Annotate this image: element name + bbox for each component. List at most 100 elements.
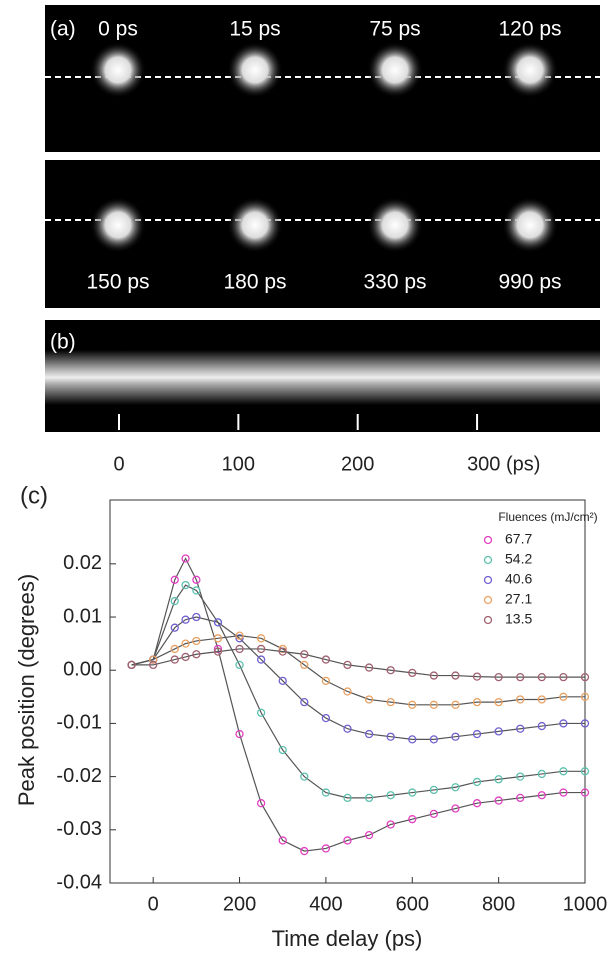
data-point [321,676,331,686]
data-point [516,793,525,803]
data-point [235,729,244,739]
data-point [472,729,482,739]
data-point [408,735,417,744]
data-point [559,788,568,797]
data-point [170,655,179,664]
data-point [580,692,590,701]
y-axis-label: Peak position (degrees) [14,574,39,806]
data-point [386,732,395,741]
data-point [300,660,309,670]
x-tick-label: 200 [341,453,374,475]
data-point [537,672,546,682]
data-point [494,672,503,682]
data-point [472,777,482,787]
data-point [559,692,568,701]
data-point [321,713,331,723]
data-point [213,644,223,654]
data-point [516,695,525,704]
legend-label: 67.7 [505,531,532,547]
data-point [278,745,287,755]
data-point [256,655,266,664]
data-point [386,820,395,829]
diffraction-spot [90,42,146,98]
legend-label: 54.2 [505,551,532,567]
data-point [408,815,417,824]
data-point [451,700,460,709]
legend-marker [483,575,493,585]
data-point [537,695,546,704]
legend-marker [483,615,493,625]
data-point [343,836,352,845]
frame-label: 0 ps [98,18,138,41]
panel-label: (b) [50,331,76,354]
data-point [451,804,460,813]
data-point [127,660,136,670]
data-point [559,672,568,682]
data-point [278,647,287,656]
diffraction-spot [227,42,283,98]
data-point [472,697,482,707]
data-point [213,647,223,656]
data-point [300,697,309,707]
fit-line [131,635,585,706]
data-point [429,671,439,680]
frame-label: 150 ps [86,271,149,294]
data-point [386,791,395,800]
y-tick-label: 0.00 [63,659,102,681]
data-point [364,830,374,840]
data-point [386,666,395,675]
data-point [321,655,331,664]
data-point [213,634,223,643]
frame-label: 990 ps [498,271,561,294]
data-point [170,644,179,654]
x-tick-label: 0 [148,893,159,915]
data-point [181,652,190,662]
data-point [408,700,417,709]
data-point [192,636,201,646]
data-point [192,650,201,659]
x-axis-label: Time delay (ps) [272,926,423,951]
frame-label: 75 ps [369,18,420,41]
x-tick-label: 200 [223,893,256,915]
data-point [235,634,244,643]
data-point [181,615,190,624]
data-point [472,799,482,808]
data-point [516,672,525,682]
data-point [181,554,190,563]
data-point [537,791,546,800]
data-point [343,724,352,733]
data-point [429,809,439,818]
y-tick-label: 0.02 [63,552,102,574]
data-point [580,719,590,728]
data-point [321,788,331,797]
x-tick-label: 600 [396,893,429,915]
diffraction-spot [227,197,283,253]
panel-label: (a) [50,18,76,41]
data-point [149,660,158,670]
data-point [516,772,525,781]
data-point [559,719,568,728]
data-point [537,769,546,779]
data-point [364,793,374,803]
data-point [192,586,201,595]
data-point [451,783,460,792]
plot-frame [109,499,586,884]
data-point [300,846,309,856]
data-point [213,618,223,627]
data-point [170,596,179,606]
x-tick-label: 100 [222,453,255,475]
data-point [494,727,503,736]
data-point [149,655,158,664]
data-point [170,623,179,632]
data-point [256,708,266,717]
data-point [343,687,352,696]
data-point [235,644,244,654]
diffraction-spot [502,42,558,98]
data-point [472,672,482,681]
data-point [235,660,244,670]
data-point [343,660,352,670]
data-point [537,721,546,731]
data-point [300,772,309,781]
data-point [300,650,309,659]
